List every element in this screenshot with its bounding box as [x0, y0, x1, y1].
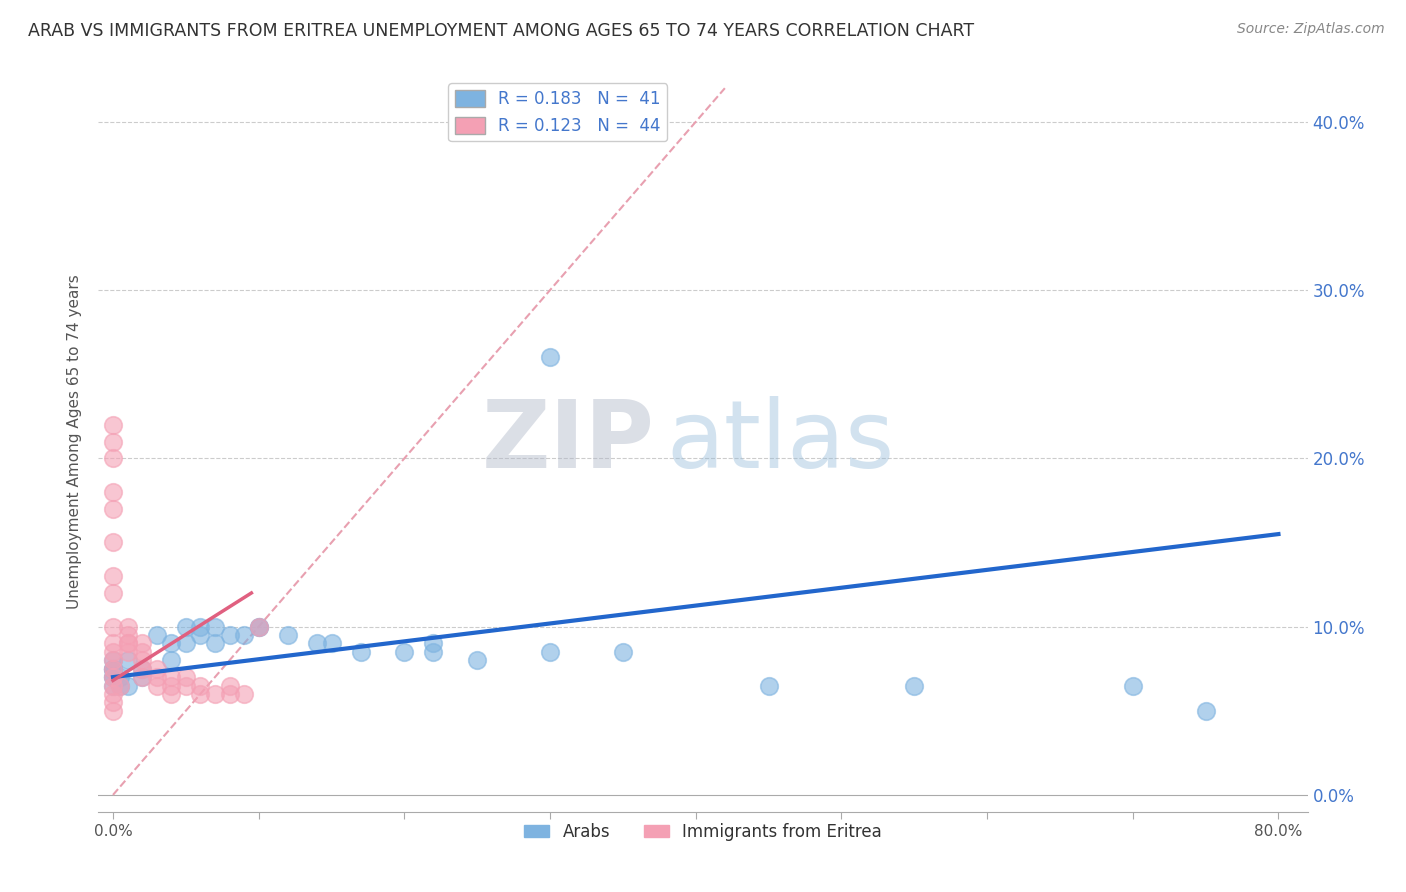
Point — [174, 636, 197, 650]
Point — [233, 628, 256, 642]
Point — [247, 619, 270, 633]
Point — [277, 628, 299, 642]
Point — [101, 636, 124, 650]
Point — [101, 662, 124, 676]
Point — [204, 619, 226, 633]
Text: atlas: atlas — [666, 395, 896, 488]
Text: ZIP: ZIP — [482, 395, 655, 488]
Point — [101, 569, 124, 583]
Point — [160, 653, 183, 667]
Point — [204, 636, 226, 650]
Point — [101, 485, 124, 500]
Point — [174, 679, 197, 693]
Point — [145, 679, 167, 693]
Point — [538, 645, 561, 659]
Text: ARAB VS IMMIGRANTS FROM ERITREA UNEMPLOYMENT AMONG AGES 65 TO 74 YEARS CORRELATI: ARAB VS IMMIGRANTS FROM ERITREA UNEMPLOY… — [28, 22, 974, 40]
Point — [903, 679, 925, 693]
Point — [101, 662, 124, 676]
Point — [117, 679, 139, 693]
Point — [160, 679, 183, 693]
Point — [131, 662, 153, 676]
Point — [101, 704, 124, 718]
Point — [117, 628, 139, 642]
Point — [145, 670, 167, 684]
Point — [117, 619, 139, 633]
Point — [117, 636, 139, 650]
Point — [101, 417, 124, 432]
Point — [101, 662, 124, 676]
Point — [101, 670, 124, 684]
Point — [247, 619, 270, 633]
Point — [218, 679, 240, 693]
Point — [101, 670, 124, 684]
Point — [101, 695, 124, 709]
Point — [101, 653, 124, 667]
Point — [174, 619, 197, 633]
Point — [305, 636, 328, 650]
Point — [174, 670, 197, 684]
Point — [110, 670, 132, 684]
Point — [145, 628, 167, 642]
Point — [110, 679, 132, 693]
Point — [204, 687, 226, 701]
Point — [101, 586, 124, 600]
Point — [190, 619, 212, 633]
Point — [321, 636, 343, 650]
Point — [131, 636, 153, 650]
Point — [422, 636, 444, 650]
Point — [190, 687, 212, 701]
Point — [101, 451, 124, 466]
Point — [247, 619, 270, 633]
Legend: Arabs, Immigrants from Eritrea: Arabs, Immigrants from Eritrea — [517, 816, 889, 847]
Point — [101, 679, 124, 693]
Point — [117, 645, 139, 659]
Point — [538, 351, 561, 365]
Point — [190, 628, 212, 642]
Point — [758, 679, 780, 693]
Point — [101, 653, 124, 667]
Point — [131, 670, 153, 684]
Text: Source: ZipAtlas.com: Source: ZipAtlas.com — [1237, 22, 1385, 37]
Point — [131, 645, 153, 659]
Point — [117, 636, 139, 650]
Point — [131, 662, 153, 676]
Point — [145, 662, 167, 676]
Point — [101, 670, 124, 684]
Point — [101, 501, 124, 516]
Point — [394, 645, 416, 659]
Point — [110, 679, 132, 693]
Point — [465, 653, 488, 667]
Point — [101, 687, 124, 701]
Point — [160, 670, 183, 684]
Point — [101, 535, 124, 549]
Point — [131, 653, 153, 667]
Point — [612, 645, 634, 659]
Point — [218, 628, 240, 642]
Point — [160, 687, 183, 701]
Point — [190, 679, 212, 693]
Y-axis label: Unemployment Among Ages 65 to 74 years: Unemployment Among Ages 65 to 74 years — [67, 274, 83, 609]
Point — [233, 687, 256, 701]
Point — [131, 670, 153, 684]
Point — [1194, 704, 1216, 718]
Point — [101, 619, 124, 633]
Point — [101, 645, 124, 659]
Point — [1122, 679, 1144, 693]
Point — [117, 653, 139, 667]
Point — [350, 645, 373, 659]
Point — [101, 434, 124, 449]
Point — [160, 636, 183, 650]
Point — [101, 662, 124, 676]
Point — [422, 645, 444, 659]
Point — [101, 679, 124, 693]
Point — [218, 687, 240, 701]
